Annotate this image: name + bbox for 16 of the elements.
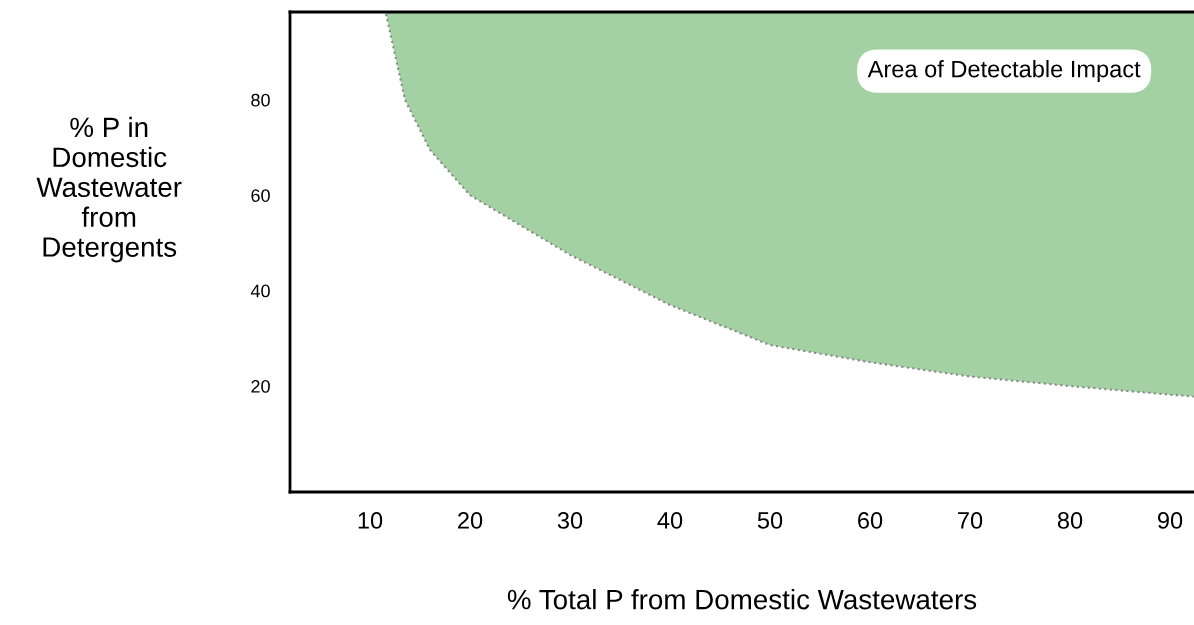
x-tick-label: 50 [757,512,783,529]
x-tick-label: 80 [1057,512,1083,529]
y-tick-label: 60 [251,189,270,202]
annotation: Area of Detectable Impact [867,60,1141,83]
x-tick-label: 40 [657,512,683,529]
x-tick-label: 70 [958,512,983,529]
x-tick-label: 90 [1157,512,1183,529]
x-tick-label: 30 [557,512,583,529]
x-tick-label: 10 [358,512,383,529]
y-tick-label: 80 [251,93,270,107]
x-tick-label: 60 [858,512,883,529]
x-axis-title: % Total P from Domestic Wastewaters [507,589,977,610]
y-tick-label: 40 [250,284,270,298]
x-tick-label: 20 [458,512,483,529]
y-axis-title: % P in Domestic Wastewater from Detergents [36,116,182,263]
y-tick-label: 20 [251,380,270,393]
